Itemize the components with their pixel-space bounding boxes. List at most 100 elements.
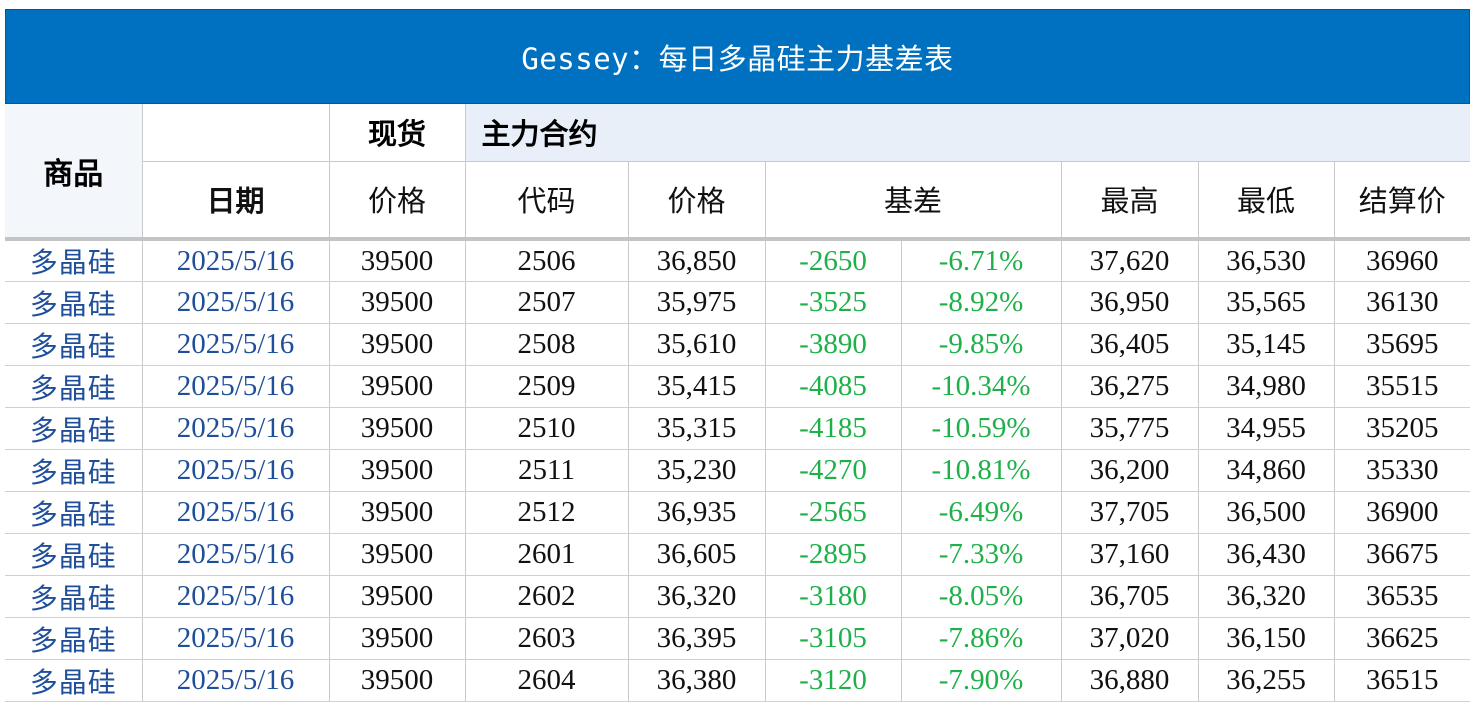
spot-price-cell: 39500 <box>329 659 466 702</box>
high-cell: 36,200 <box>1061 449 1199 492</box>
contract-code-cell: 2512 <box>465 491 629 534</box>
high-cell: 36,705 <box>1061 575 1199 618</box>
spot-price-cell: 39500 <box>329 575 466 618</box>
basis-table: 商品 现货 主力合约 日期 价格 代码 价格 基差 最高 最低 结算价 多晶硅 2… <box>5 104 1471 702</box>
header-date: 日期 <box>142 161 330 241</box>
basis-cell: -3525 <box>765 281 902 324</box>
table-row: 多晶硅 2025/5/16 39500 2512 36,935 -2565 -6.49% 37… <box>5 491 1471 534</box>
date-cell: 2025/5/16 <box>142 659 330 702</box>
spot-price-cell: 39500 <box>329 239 466 282</box>
contract-code-cell: 2603 <box>465 617 629 660</box>
header-spot-group: 现货 <box>329 104 466 162</box>
date-cell: 2025/5/16 <box>142 281 330 324</box>
contract-price-cell: 35,230 <box>628 449 766 492</box>
settle-price-cell: 36130 <box>1334 281 1471 324</box>
low-cell: 34,860 <box>1198 449 1335 492</box>
commodity-cell: 多晶硅 <box>5 659 143 702</box>
low-cell: 36,255 <box>1198 659 1335 702</box>
high-cell: 36,405 <box>1061 323 1199 366</box>
contract-price-cell: 36,380 <box>628 659 766 702</box>
low-cell: 35,145 <box>1198 323 1335 366</box>
table-row: 多晶硅 2025/5/16 39500 2602 36,320 -3180 -8.05% 36… <box>5 575 1471 618</box>
table-row: 多晶硅 2025/5/16 39500 2511 35,230 -4270 -10.81% 3… <box>5 449 1471 492</box>
basis-cell: -2650 <box>765 239 902 282</box>
low-cell: 35,565 <box>1198 281 1335 324</box>
low-cell: 36,150 <box>1198 617 1335 660</box>
basis-cell: -4185 <box>765 407 902 450</box>
contract-price-cell: 36,850 <box>628 239 766 282</box>
header-price: 价格 <box>628 161 766 241</box>
low-cell: 36,530 <box>1198 239 1335 282</box>
spot-price-cell: 39500 <box>329 533 466 576</box>
contract-code-cell: 2508 <box>465 323 629 366</box>
settle-price-cell: 36515 <box>1334 659 1471 702</box>
header-spot-price: 价格 <box>329 161 466 241</box>
basis-percent-cell: -10.81% <box>901 449 1062 492</box>
settle-price-cell: 36960 <box>1334 239 1471 282</box>
contract-code-cell: 2506 <box>465 239 629 282</box>
commodity-cell: 多晶硅 <box>5 407 143 450</box>
header-code: 代码 <box>465 161 629 241</box>
contract-price-cell: 36,395 <box>628 617 766 660</box>
date-cell: 2025/5/16 <box>142 365 330 408</box>
table-row: 多晶硅 2025/5/16 39500 2508 35,610 -3890 -9.85% 36… <box>5 323 1471 366</box>
low-cell: 36,320 <box>1198 575 1335 618</box>
contract-price-cell: 36,605 <box>628 533 766 576</box>
basis-cell: -2895 <box>765 533 902 576</box>
settle-price-cell: 36535 <box>1334 575 1471 618</box>
table-row: 多晶硅 2025/5/16 39500 2507 35,975 -3525 -8.92% 36… <box>5 281 1471 324</box>
date-cell: 2025/5/16 <box>142 617 330 660</box>
table-row: 多晶硅 2025/5/16 39500 2509 35,415 -4085 -10.34% 3… <box>5 365 1471 408</box>
high-cell: 36,275 <box>1061 365 1199 408</box>
commodity-cell: 多晶硅 <box>5 323 143 366</box>
header-low: 最低 <box>1198 161 1335 241</box>
contract-code-cell: 2604 <box>465 659 629 702</box>
spot-price-cell: 39500 <box>329 281 466 324</box>
contract-code-cell: 2507 <box>465 281 629 324</box>
basis-percent-cell: -6.49% <box>901 491 1062 534</box>
low-cell: 36,500 <box>1198 491 1335 534</box>
high-cell: 37,705 <box>1061 491 1199 534</box>
basis-percent-cell: -7.86% <box>901 617 1062 660</box>
contract-price-cell: 36,935 <box>628 491 766 534</box>
table-row: 多晶硅 2025/5/16 39500 2603 36,395 -3105 -7.86% 37… <box>5 617 1471 660</box>
low-cell: 34,980 <box>1198 365 1335 408</box>
high-cell: 37,620 <box>1061 239 1199 282</box>
table-row: 多晶硅 2025/5/16 39500 2604 36,380 -3120 -7.90% 36… <box>5 659 1471 702</box>
table-title: Gessey：每日多晶硅主力基差表 <box>5 9 1470 104</box>
basis-percent-cell: -6.71% <box>901 239 1062 282</box>
settle-price-cell: 36900 <box>1334 491 1471 534</box>
basis-cell: -3105 <box>765 617 902 660</box>
commodity-cell: 多晶硅 <box>5 281 143 324</box>
header-main-contract-group: 主力合约 <box>465 104 1471 162</box>
commodity-cell: 多晶硅 <box>5 533 143 576</box>
basis-percent-cell: -7.33% <box>901 533 1062 576</box>
high-cell: 35,775 <box>1061 407 1199 450</box>
date-cell: 2025/5/16 <box>142 239 330 282</box>
table-body: 多晶硅 2025/5/16 39500 2506 36,850 -2650 -6.71% 37… <box>5 239 1471 702</box>
settle-price-cell: 35695 <box>1334 323 1471 366</box>
basis-percent-cell: -10.59% <box>901 407 1062 450</box>
contract-price-cell: 35,975 <box>628 281 766 324</box>
basis-percent-cell: -7.90% <box>901 659 1062 702</box>
spot-price-cell: 39500 <box>329 323 466 366</box>
basis-percent-cell: -8.05% <box>901 575 1062 618</box>
basis-table-sheet: Gessey：每日多晶硅主力基差表 商品 现货 主力合约 日期 价格 <box>5 9 1471 702</box>
date-cell: 2025/5/16 <box>142 407 330 450</box>
commodity-cell: 多晶硅 <box>5 449 143 492</box>
contract-price-cell: 35,315 <box>628 407 766 450</box>
date-cell: 2025/5/16 <box>142 449 330 492</box>
high-cell: 37,020 <box>1061 617 1199 660</box>
low-cell: 34,955 <box>1198 407 1335 450</box>
high-cell: 36,950 <box>1061 281 1199 324</box>
contract-code-cell: 2509 <box>465 365 629 408</box>
low-cell: 36,430 <box>1198 533 1335 576</box>
spot-price-cell: 39500 <box>329 449 466 492</box>
contract-price-cell: 35,415 <box>628 365 766 408</box>
table-row: 多晶硅 2025/5/16 39500 2506 36,850 -2650 -6.71% 37… <box>5 239 1471 282</box>
basis-cell: -2565 <box>765 491 902 534</box>
header-high: 最高 <box>1061 161 1199 241</box>
spot-price-cell: 39500 <box>329 491 466 534</box>
date-cell: 2025/5/16 <box>142 323 330 366</box>
header-commodity: 商品 <box>5 104 143 241</box>
